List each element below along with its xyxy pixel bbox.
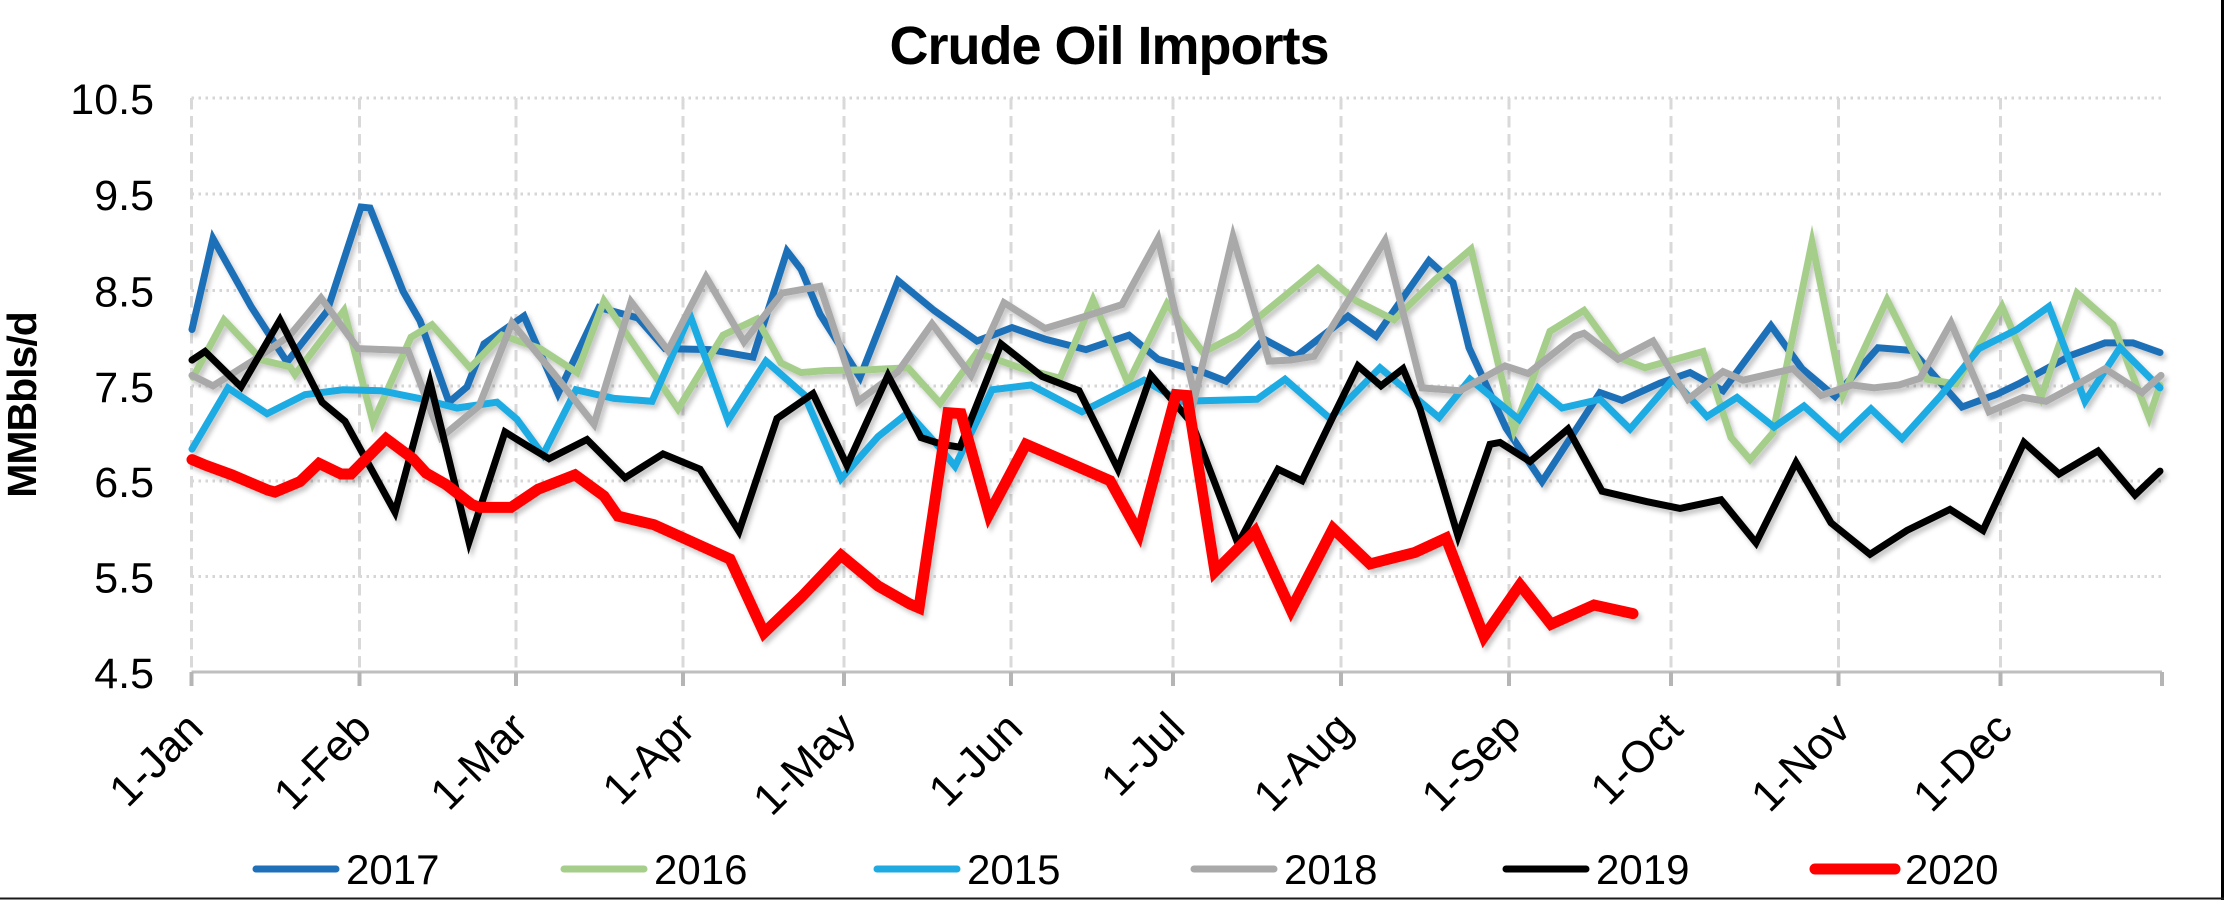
svg-text:10.5: 10.5 [70, 76, 154, 124]
svg-text:8.5: 8.5 [94, 269, 154, 317]
svg-text:2020: 2020 [1905, 846, 1998, 893]
svg-text:2018: 2018 [1284, 846, 1377, 893]
svg-text:4.5: 4.5 [94, 650, 154, 698]
svg-text:5.5: 5.5 [94, 555, 154, 603]
svg-text:2016: 2016 [654, 846, 747, 893]
svg-text:2017: 2017 [346, 846, 439, 893]
svg-text:MMBbls/d: MMBbls/d [0, 312, 45, 498]
svg-text:9.5: 9.5 [94, 172, 154, 220]
svg-text:2015: 2015 [967, 846, 1060, 893]
svg-text:Crude Oil Imports: Crude Oil Imports [889, 16, 1328, 76]
svg-text:7.5: 7.5 [94, 364, 154, 412]
svg-text:2019: 2019 [1596, 846, 1689, 893]
svg-text:6.5: 6.5 [94, 459, 154, 507]
